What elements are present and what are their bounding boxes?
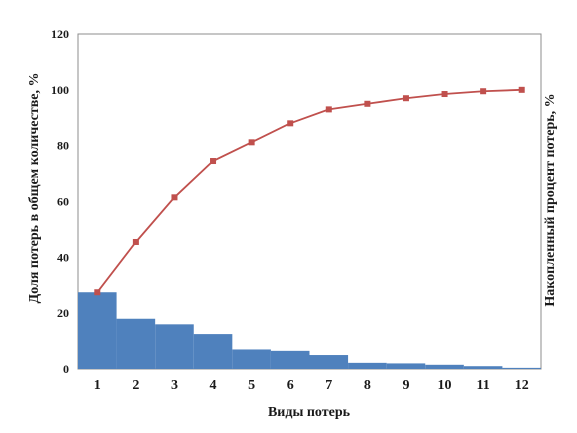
cumulative-point-7 xyxy=(325,106,332,113)
x-tick-label-1: 1 xyxy=(94,378,101,393)
cumulative-point-10 xyxy=(441,91,448,98)
x-tick-label-3: 3 xyxy=(171,378,178,393)
cumulative-point-9 xyxy=(402,95,409,102)
y-axis-title-right: Накопленный процент потерь, % xyxy=(543,93,558,306)
cumulative-point-3 xyxy=(171,194,178,201)
cumulative-point-11 xyxy=(480,88,487,95)
bar-9 xyxy=(386,363,426,369)
cumulative-line xyxy=(96,88,522,293)
bar-2 xyxy=(116,318,156,369)
cumulative-point-2 xyxy=(132,238,139,245)
bar-6 xyxy=(270,350,310,369)
cumulative-point-5 xyxy=(248,139,255,146)
cumulative-point-6 xyxy=(287,120,294,127)
cumulative-point-4 xyxy=(210,158,217,165)
bar-8 xyxy=(348,362,387,369)
cumulative-point-12 xyxy=(518,86,525,93)
cumulative-point-8 xyxy=(364,100,371,107)
y-tick-labels: 0 20 40 60 80 100 120 xyxy=(51,27,69,376)
y-tick-label-120: 120 xyxy=(51,27,69,41)
bar-4 xyxy=(193,334,233,369)
y-tick-label-80: 80 xyxy=(57,139,69,153)
bar-3 xyxy=(155,324,194,369)
bar-7 xyxy=(309,355,349,369)
bar-12 xyxy=(502,367,541,369)
x-tick-label-8: 8 xyxy=(364,378,371,393)
cumulative-line-layer xyxy=(94,86,525,296)
bar-5 xyxy=(232,349,271,369)
x-tick-label-12: 12 xyxy=(515,378,529,393)
y-tick-label-40: 40 xyxy=(57,250,69,264)
y-tick-label-100: 100 xyxy=(51,83,69,97)
bar-10 xyxy=(425,364,464,369)
y-tick-label-60: 60 xyxy=(57,195,69,209)
y-tick-label-20: 20 xyxy=(57,306,69,320)
x-tick-label-2: 2 xyxy=(132,378,139,393)
x-tick-label-7: 7 xyxy=(325,378,332,393)
bar-1 xyxy=(78,292,117,369)
x-tick-label-6: 6 xyxy=(287,378,294,393)
x-tick-label-10: 10 xyxy=(438,378,452,393)
y-tick-label-0: 0 xyxy=(63,362,69,376)
x-tick-labels: 1 2 3 4 5 6 7 8 9 10 11 12 xyxy=(94,378,529,393)
x-tick-label-9: 9 xyxy=(402,378,409,393)
bars-layer xyxy=(78,292,541,369)
x-tick-label-11: 11 xyxy=(477,378,490,393)
x-axis-title: Виды потерь xyxy=(268,405,351,420)
bar-11 xyxy=(463,366,503,369)
y-axis-title-left: Доля потерь в общем количестве, % xyxy=(27,73,42,304)
cumulative-point-1 xyxy=(94,289,101,296)
x-tick-label-4: 4 xyxy=(210,378,217,393)
x-tick-label-5: 5 xyxy=(248,378,255,393)
